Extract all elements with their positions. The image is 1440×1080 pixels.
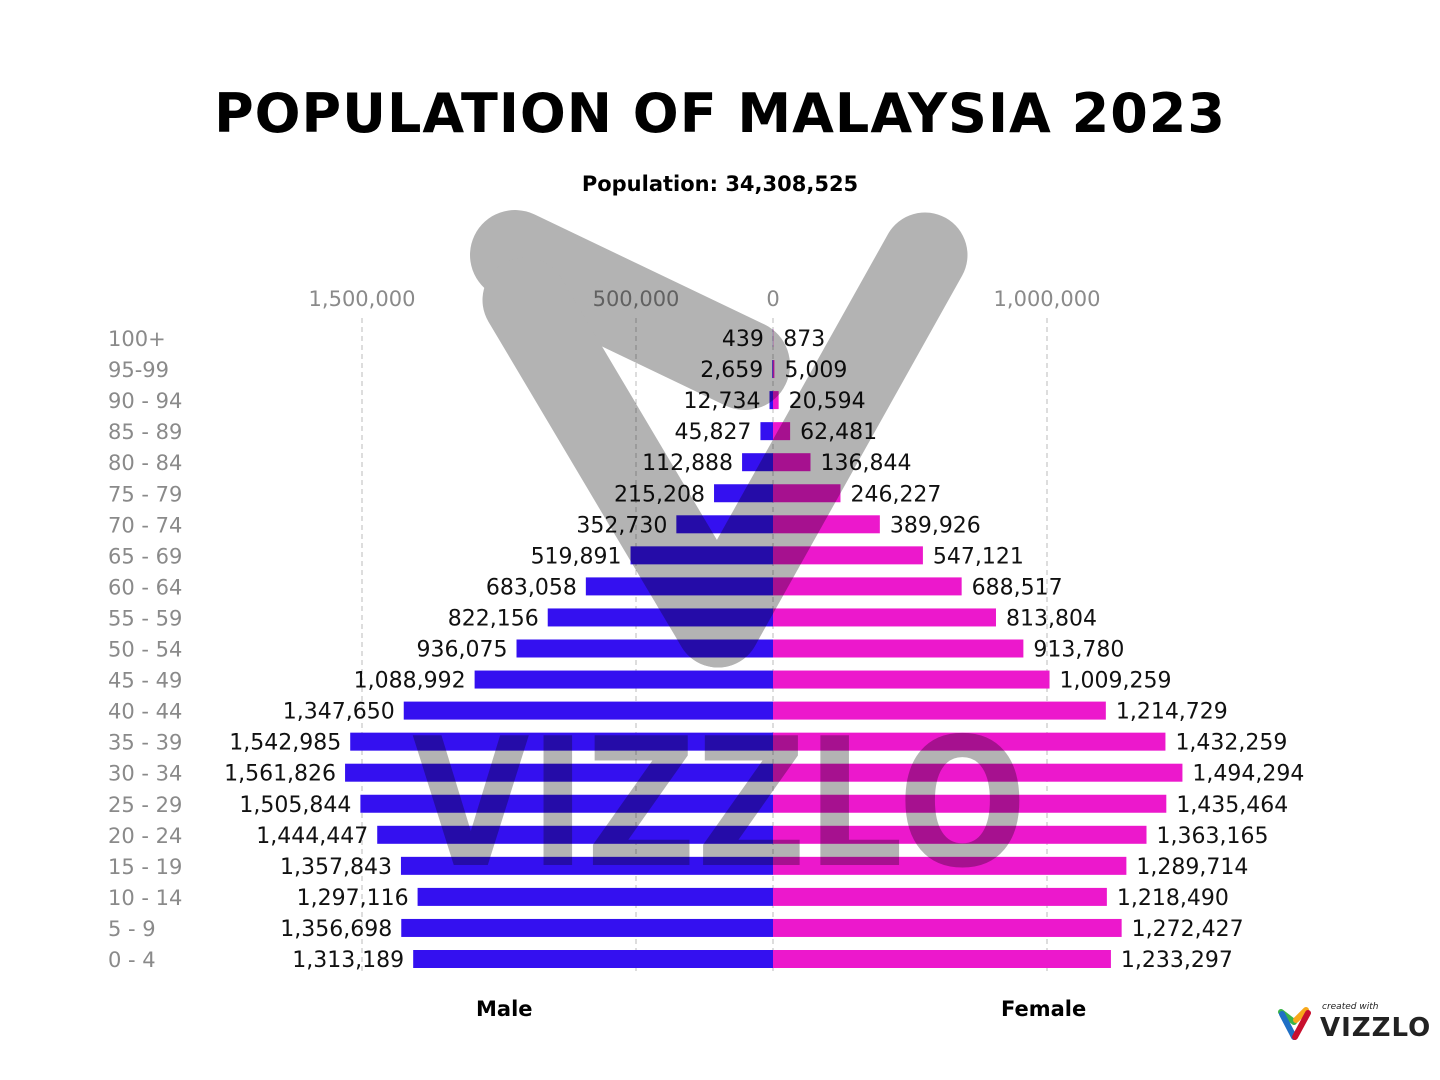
male-bar (417, 887, 773, 906)
female-value-label: 813,804 (1006, 606, 1097, 631)
female-bar (773, 918, 1122, 937)
male-value-label: 1,088,992 (354, 669, 466, 694)
female-bar (773, 670, 1050, 689)
female-value-label: 547,121 (933, 544, 1024, 569)
age-group-label: 35 - 39 (108, 731, 182, 755)
male-value-label: 683,058 (486, 575, 577, 600)
x-tick-label: 0 (766, 287, 779, 311)
male-bar (400, 856, 773, 875)
male-bar (474, 670, 773, 689)
male-bar (350, 732, 773, 751)
female-value-label: 913,780 (1033, 638, 1124, 663)
age-group-label: 40 - 44 (108, 700, 182, 724)
vizzlo-logo-icon (1278, 1007, 1311, 1040)
male-value-label: 936,075 (417, 638, 508, 663)
age-group-label: 65 - 69 (108, 544, 182, 568)
created-with-text: created with (1322, 1002, 1379, 1012)
male-bar (413, 950, 773, 968)
female-bar (773, 856, 1127, 875)
male-value-label: 822,156 (448, 606, 539, 631)
male-value-label: 1,542,985 (229, 731, 341, 756)
male-bar (360, 794, 773, 813)
age-group-label: 90 - 94 (108, 389, 182, 413)
female-value-label: 1,009,259 (1060, 669, 1172, 694)
female-value-label: 1,218,490 (1117, 886, 1229, 911)
age-group-label: 0 - 4 (108, 948, 156, 972)
male-value-label: 1,357,843 (280, 855, 392, 880)
chart-title: POPULATION OF MALAYSIA 2023 (214, 82, 1226, 145)
age-group-label: 80 - 84 (108, 451, 182, 475)
male-bar (345, 763, 773, 782)
age-group-label: 20 - 24 (108, 824, 182, 848)
female-value-label: 1,363,165 (1157, 824, 1269, 849)
age-group-label: 10 - 14 (108, 886, 182, 910)
age-group-label: 75 - 79 (108, 482, 182, 506)
male-value-label: 1,297,116 (297, 886, 409, 911)
age-group-label: 30 - 34 (108, 762, 182, 786)
chart-subtitle: Population: 34,308,525 (581, 172, 859, 196)
female-value-label: 1,289,714 (1136, 855, 1248, 880)
male-value-label: 1,561,826 (224, 762, 336, 787)
age-group-label: 60 - 64 (108, 575, 182, 599)
male-bar (760, 422, 773, 441)
female-value-label: 688,517 (972, 575, 1063, 600)
female-bar (773, 763, 1183, 782)
female-value-label: 1,272,427 (1132, 917, 1244, 942)
male-bar (403, 701, 773, 720)
female-bar (773, 639, 1024, 658)
female-value-label: 1,494,294 (1192, 762, 1304, 787)
x-tick-label: 1,500,000 (309, 287, 416, 311)
age-group-label: 70 - 74 (108, 513, 182, 537)
vizzlo-watermark: VIZZLO (412, 210, 1027, 907)
female-bar (773, 608, 996, 627)
male-value-label: 1,347,650 (283, 700, 395, 725)
female-value-label: 1,435,464 (1176, 793, 1288, 818)
male-bar (377, 825, 773, 844)
female-value-label: 1,233,297 (1121, 948, 1233, 973)
female-bar (773, 577, 962, 596)
female-bar (773, 887, 1107, 906)
age-group-label: 50 - 54 (108, 638, 182, 662)
age-group-label: 55 - 59 (108, 606, 182, 630)
age-group-label: 85 - 89 (108, 420, 182, 444)
male-value-label: 519,891 (531, 544, 622, 569)
watermark-text: VIZZLO (412, 700, 1027, 907)
female-value-label: 389,926 (890, 513, 981, 538)
age-group-label: 100+ (108, 327, 166, 351)
vizzlo-brand-text: VIZZLO (1320, 1013, 1432, 1043)
age-group-label: 5 - 9 (108, 917, 156, 941)
female-value-label: 873 (783, 327, 825, 352)
male-value-label: 1,444,447 (256, 824, 368, 849)
male-value-label: 45,827 (674, 420, 751, 445)
age-group-label: 25 - 29 (108, 793, 182, 817)
male-label: Male (476, 997, 533, 1021)
female-bar (773, 950, 1111, 968)
watermark-v-stroke (675, 212, 968, 668)
male-value-label: 1,356,698 (280, 917, 392, 942)
male-bar (401, 918, 773, 937)
female-bar (773, 546, 923, 565)
age-group-label: 45 - 49 (108, 669, 182, 693)
female-label: Female (1001, 997, 1087, 1021)
female-bar (773, 732, 1166, 751)
male-value-label: 1,505,844 (239, 793, 351, 818)
female-value-label: 1,432,259 (1175, 731, 1287, 756)
female-bar (773, 701, 1106, 720)
female-bar (773, 391, 779, 410)
vizzlo-logo[interactable]: created with VIZZLO (1276, 1002, 1430, 1046)
x-tick-label: 1,000,000 (994, 287, 1101, 311)
watermark-v-stroke (482, 257, 761, 668)
female-bar (773, 825, 1147, 844)
male-value-label: 1,313,189 (292, 948, 404, 973)
female-value-label: 1,214,729 (1116, 700, 1228, 725)
age-group-label: 95-99 (108, 358, 169, 382)
female-value-label: 246,227 (850, 482, 941, 507)
female-bar (773, 794, 1167, 813)
age-group-label: 15 - 19 (108, 855, 182, 879)
